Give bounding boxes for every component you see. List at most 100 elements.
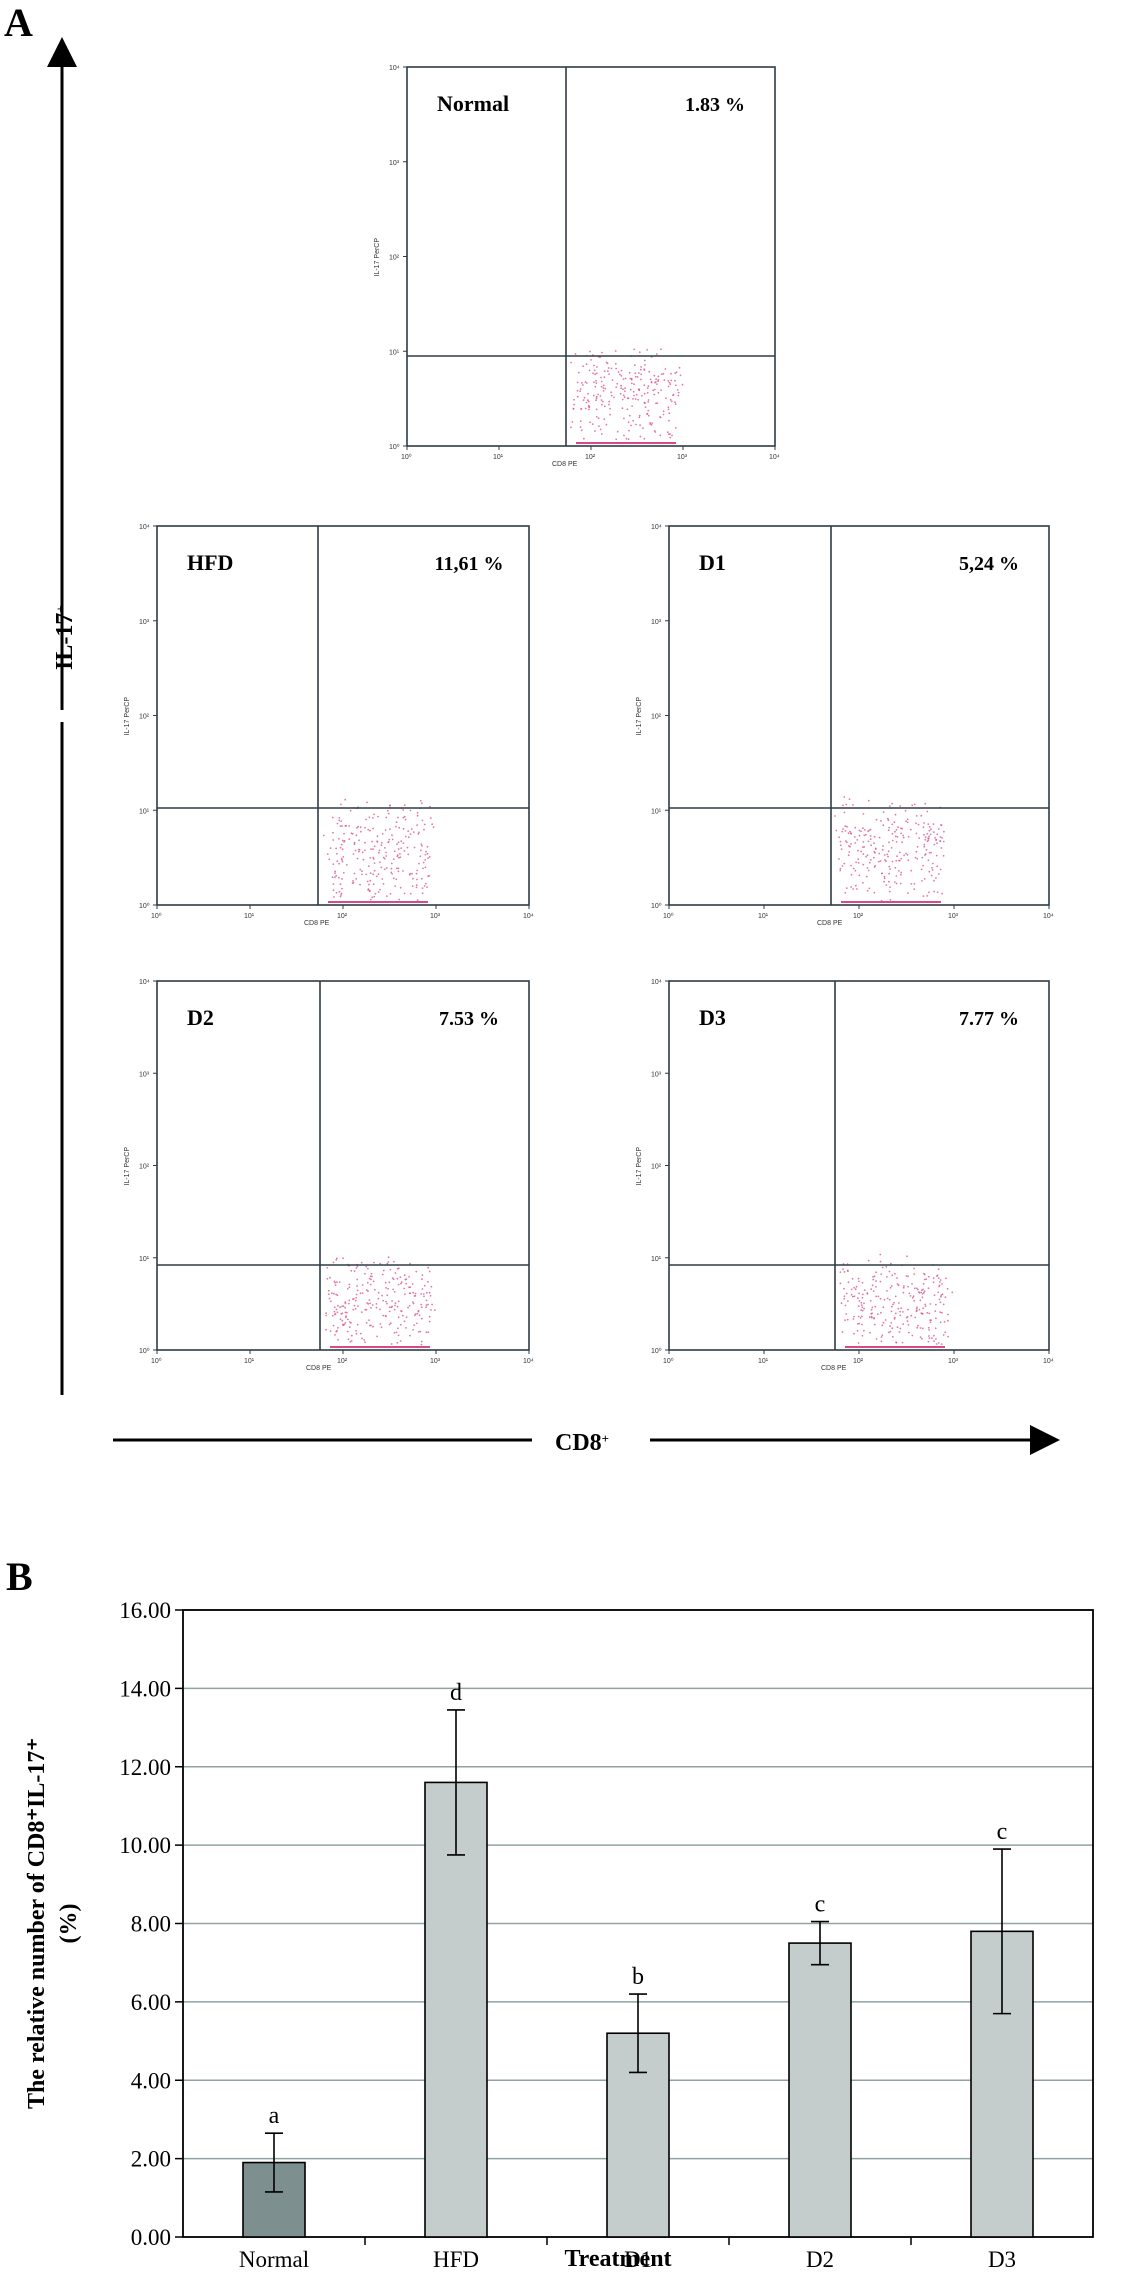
facs-x-tick-label: 10⁴ xyxy=(523,913,534,920)
facs-plot-frame xyxy=(406,66,776,447)
facs-dot-cloud xyxy=(325,1256,436,1348)
y-tick-label: 16.00 xyxy=(119,1598,171,1623)
facs-plot-frame xyxy=(668,980,1050,1351)
facs-dot-cloud xyxy=(834,796,945,903)
facs-plot-label: Normal xyxy=(437,91,509,116)
y-tick-label: 2.00 xyxy=(131,2147,171,2172)
facs-y-caption: IL-17 PerCP xyxy=(636,1147,643,1186)
facs-x-tick-label: 10³ xyxy=(430,913,441,920)
facs-y-tick-label: 10² xyxy=(389,255,400,262)
x-category-label: D2 xyxy=(806,2247,834,2272)
facs-x-tick-label: 10⁴ xyxy=(769,454,780,461)
bar-hfd xyxy=(424,1781,488,2238)
facs-y-tick-label: 10⁰ xyxy=(651,1347,662,1355)
error-bar xyxy=(993,1848,1011,2015)
error-bar xyxy=(265,2132,283,2193)
facs-y-tick-label: 10¹ xyxy=(139,808,150,815)
facs-x-tick-label: 10⁰ xyxy=(663,1357,674,1365)
error-bar xyxy=(447,1709,465,1856)
facs-y-tick-label: 10³ xyxy=(651,619,662,626)
facs-y-tick-label: 10¹ xyxy=(651,808,662,815)
y-axis-title: IL-17+ xyxy=(52,605,78,670)
facs-plot-label: D3 xyxy=(699,1005,726,1030)
facs-y-tick-label: 10¹ xyxy=(139,1256,150,1263)
facs-plot-frame xyxy=(156,525,530,906)
facs-plot-frame xyxy=(156,980,530,1351)
facs-y-tick-label: 10⁰ xyxy=(139,902,150,910)
facs-x-tick-label: 10¹ xyxy=(758,1358,769,1365)
facs-x-caption: CD8 PE xyxy=(306,1365,332,1372)
significance-letter: a xyxy=(269,2103,280,2129)
facs-plot-percent: 11,61 % xyxy=(435,553,504,575)
facs-y-tick-label: 10² xyxy=(651,1164,662,1171)
facs-x-tick-label: 10³ xyxy=(677,454,688,461)
y-axis-label: The relative number of CD8⁺IL-17⁺ (%) xyxy=(24,1738,82,2109)
facs-x-tick-label: 10³ xyxy=(948,913,959,920)
facs-x-tick-label: 10⁰ xyxy=(401,453,412,461)
x-category-label: Normal xyxy=(239,2247,309,2272)
significance-letter: c xyxy=(997,1819,1008,1845)
facs-x-tick-label: 10¹ xyxy=(493,454,504,461)
facs-y-tick-label: 10⁴ xyxy=(139,979,150,986)
facs-plot-label: D1 xyxy=(699,550,726,575)
x-axis-label: Treatment xyxy=(564,2246,671,2272)
facs-y-tick-label: 10⁴ xyxy=(651,524,662,531)
facs-x-tick-label: 10² xyxy=(337,913,348,920)
facs-y-tick-label: 10² xyxy=(139,1164,150,1171)
facs-x-tick-label: 10⁰ xyxy=(151,912,162,920)
facs-x-caption: CD8 PE xyxy=(304,920,330,927)
facs-dot-cloud xyxy=(322,798,435,903)
facs-y-caption: IL-17 PerCP xyxy=(124,697,131,736)
y-tick-label: 8.00 xyxy=(131,1912,171,1937)
panel-a-letter: A xyxy=(4,0,33,45)
bar-d2 xyxy=(788,1942,852,2238)
facs-y-tick-label: 10³ xyxy=(139,619,150,626)
significance-letter: d xyxy=(450,1680,462,1706)
facs-y-tick-label: 10⁰ xyxy=(389,443,400,451)
y-tick-label: 12.00 xyxy=(119,1755,171,1780)
facs-y-caption: IL-17 PerCP xyxy=(636,697,643,736)
facs-x-tick-label: 10⁴ xyxy=(1043,913,1054,920)
facs-x-tick-label: 10³ xyxy=(948,1358,959,1365)
facs-y-tick-label: 10³ xyxy=(651,1071,662,1078)
bar-chart: 0.00 2.00 4.00 6.00 8.00 10.00 12.00 14.00 16.00… xyxy=(24,1598,1094,2272)
x-axis-title: CD8+ xyxy=(555,1430,609,1456)
facs-plot-label: D2 xyxy=(187,1005,214,1030)
facs-y-tick-label: 10² xyxy=(139,714,150,721)
facs-y-tick-label: 10⁰ xyxy=(139,1347,150,1355)
facs-y-tick-label: 10³ xyxy=(389,160,400,167)
facs-x-tick-label: 10⁴ xyxy=(1043,1358,1054,1365)
significance-letter: c xyxy=(815,1892,826,1918)
facs-x-tick-label: 10² xyxy=(853,1358,864,1365)
facs-plot-label: HFD xyxy=(187,550,233,575)
facs-y-tick-label: 10² xyxy=(651,714,662,721)
facs-x-tick-label: 10² xyxy=(585,454,596,461)
facs-y-tick-label: 10¹ xyxy=(651,1256,662,1263)
facs-dot-cloud xyxy=(570,348,684,444)
y-tick-label: 0.00 xyxy=(131,2225,171,2250)
facs-x-tick-label: 10³ xyxy=(430,1358,441,1365)
facs-x-caption: CD8 PE xyxy=(552,461,578,468)
y-tick-label: 14.00 xyxy=(119,1676,171,1701)
facs-plot-percent: 5,24 % xyxy=(959,553,1019,575)
y-tick-label: 4.00 xyxy=(131,2068,171,2093)
facs-y-tick-label: 10¹ xyxy=(389,349,400,356)
facs-x-caption: CD8 PE xyxy=(821,1365,847,1372)
facs-x-tick-label: 10⁰ xyxy=(663,912,674,920)
facs-y-tick-label: 10⁴ xyxy=(651,979,662,986)
error-bar xyxy=(629,1993,647,2074)
facs-y-caption: IL-17 PerCP xyxy=(124,1147,131,1186)
facs-x-tick-label: 10⁰ xyxy=(151,1357,162,1365)
facs-plot-frame xyxy=(668,525,1050,906)
facs-plot-percent: 1.83 % xyxy=(685,94,745,116)
panel-b-letter: B xyxy=(6,1554,33,1599)
facs-y-tick-label: 10³ xyxy=(139,1071,150,1078)
x-category-label: HFD xyxy=(433,2247,479,2272)
